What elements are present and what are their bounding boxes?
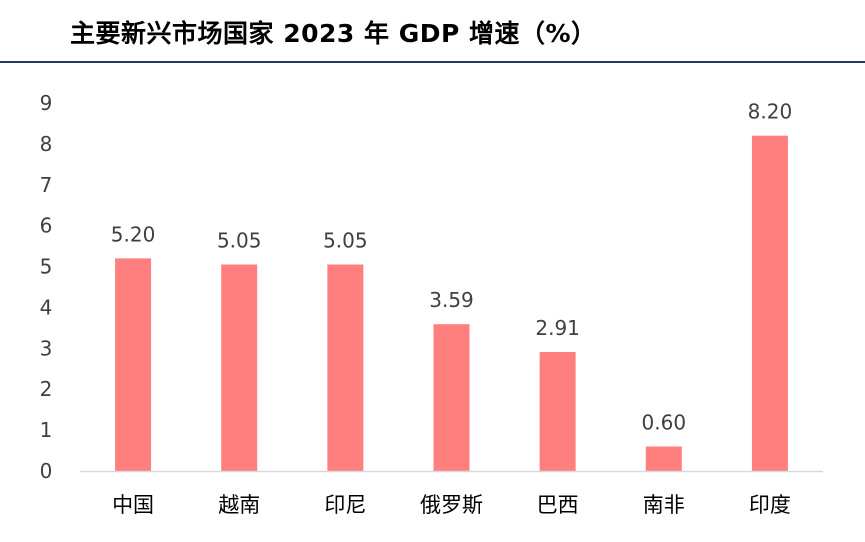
- category-label: 俄罗斯: [420, 493, 483, 517]
- data-label: 2.91: [535, 316, 580, 340]
- bar: [115, 258, 152, 471]
- y-tick-label: 2: [40, 377, 53, 401]
- bar: [221, 264, 258, 471]
- data-label: 5.20: [111, 222, 156, 246]
- y-tick-label: 0: [40, 459, 53, 483]
- y-tick-label: 7: [40, 173, 53, 197]
- data-label: 3.59: [429, 288, 474, 312]
- bar: [645, 446, 682, 471]
- y-tick-label: 1: [40, 418, 53, 442]
- y-tick-label: 6: [40, 214, 53, 238]
- category-label: 印度: [749, 493, 791, 517]
- data-label: 5.05: [217, 229, 262, 253]
- category-label: 巴西: [537, 493, 579, 517]
- category-label: 印尼: [324, 493, 366, 517]
- category-label: 南非: [643, 493, 685, 517]
- data-label: 0.60: [642, 410, 687, 434]
- data-label: 8.20: [748, 100, 793, 124]
- data-label: 5.05: [323, 229, 368, 253]
- bar: [327, 264, 364, 471]
- category-label: 越南: [218, 493, 260, 517]
- bar: [433, 324, 470, 471]
- y-tick-label: 8: [40, 132, 53, 156]
- y-tick-label: 9: [40, 91, 53, 115]
- category-label: 中国: [112, 493, 154, 517]
- bar: [751, 135, 788, 471]
- y-tick-label: 4: [40, 295, 53, 319]
- title-divider: [0, 61, 865, 63]
- chart-title: 主要新兴市场国家 2023 年 GDP 增速（%）: [70, 19, 597, 48]
- y-tick-label: 3: [40, 336, 53, 360]
- y-tick-label: 5: [40, 255, 53, 279]
- bar: [539, 352, 576, 471]
